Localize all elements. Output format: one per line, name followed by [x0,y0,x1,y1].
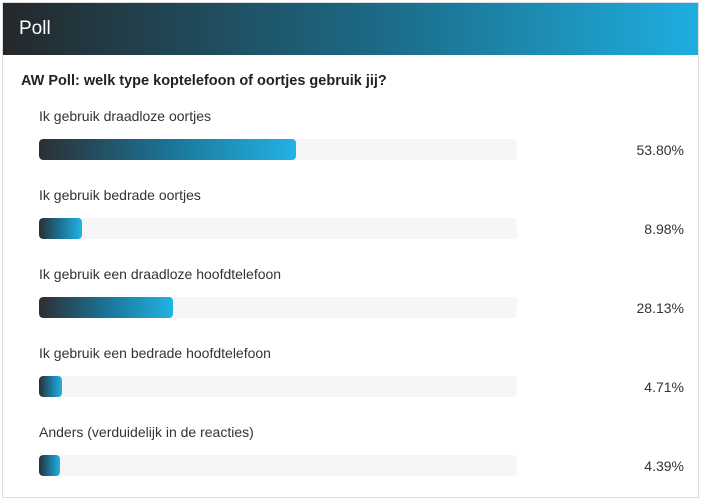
option-label: Ik gebruik draadloze oortjes [39,108,211,124]
result-bar-fill [39,218,82,239]
result-bar-track [39,139,517,160]
option-percent: 4.71% [644,379,684,395]
poll-question: AW Poll: welk type koptelefoon of oortje… [21,73,387,89]
option-percent: 28.13% [636,300,684,316]
poll-option: Ik gebruik een draadloze hoofdtelefoon 2… [3,259,698,338]
result-bar-fill [39,139,297,160]
result-bar-track [39,297,517,318]
option-label: Ik gebruik een bedrade hoofdtelefoon [39,345,271,361]
poll-option: Ik gebruik draadloze oortjes 53.80% [3,101,698,180]
option-label: Ik gebruik een draadloze hoofdtelefoon [39,266,282,282]
option-percent: 8.98% [644,221,684,237]
option-percent: 4.39% [644,458,684,474]
result-bar-fill [39,455,60,476]
poll-widget: Poll AW Poll: welk type koptelefoon of o… [2,2,699,498]
option-percent: 53.80% [636,142,684,158]
option-label: Anders (verduidelijk in de reacties) [39,424,254,440]
result-bar-track [39,218,517,239]
result-bar-track [39,455,517,476]
poll-option: Anders (verduidelijk in de reacties) 4.3… [3,417,698,496]
poll-options: Ik gebruik draadloze oortjes 53.80% Ik g… [3,101,698,496]
poll-option: Ik gebruik een bedrade hoofdtelefoon 4.7… [3,338,698,417]
result-bar-fill [39,297,174,318]
result-bar-fill [39,376,62,397]
poll-header: Poll [3,3,698,55]
poll-option: Ik gebruik bedrade oortjes 8.98% [3,180,698,259]
result-bar-track [39,376,517,397]
option-label: Ik gebruik bedrade oortjes [39,187,201,203]
poll-title: Poll [19,18,51,39]
